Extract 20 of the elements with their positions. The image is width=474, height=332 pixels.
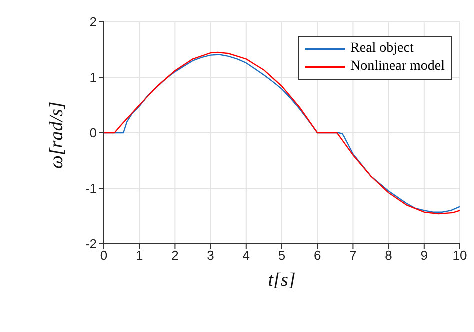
- y-axis-title: ω[rad/s]: [46, 102, 68, 169]
- x-tick-label: 5: [278, 248, 286, 264]
- y-tick-label: 2: [90, 14, 97, 30]
- x-tick-label: 2: [172, 248, 179, 264]
- x-tick-label: 9: [420, 248, 428, 264]
- y-tick-label: 1: [90, 70, 97, 86]
- x-tick-label: 4: [242, 248, 250, 264]
- y-tick-label: -1: [85, 181, 97, 196]
- x-tick-label: 7: [350, 248, 357, 264]
- legend-label: Nonlinear model: [350, 58, 445, 76]
- y-tick-label: -2: [85, 236, 97, 252]
- x-tick-label: 8: [385, 248, 392, 264]
- x-tick-label: 3: [207, 248, 214, 264]
- x-tick-label: 10: [452, 248, 468, 264]
- x-axis-title: t[s]: [268, 270, 296, 291]
- y-tick-label: 0: [90, 126, 97, 141]
- x-tick-label: 6: [314, 248, 322, 264]
- x-tick-label: 1: [136, 248, 144, 264]
- x-tick-label: 0: [100, 248, 108, 264]
- legend-label: Real object: [350, 40, 414, 58]
